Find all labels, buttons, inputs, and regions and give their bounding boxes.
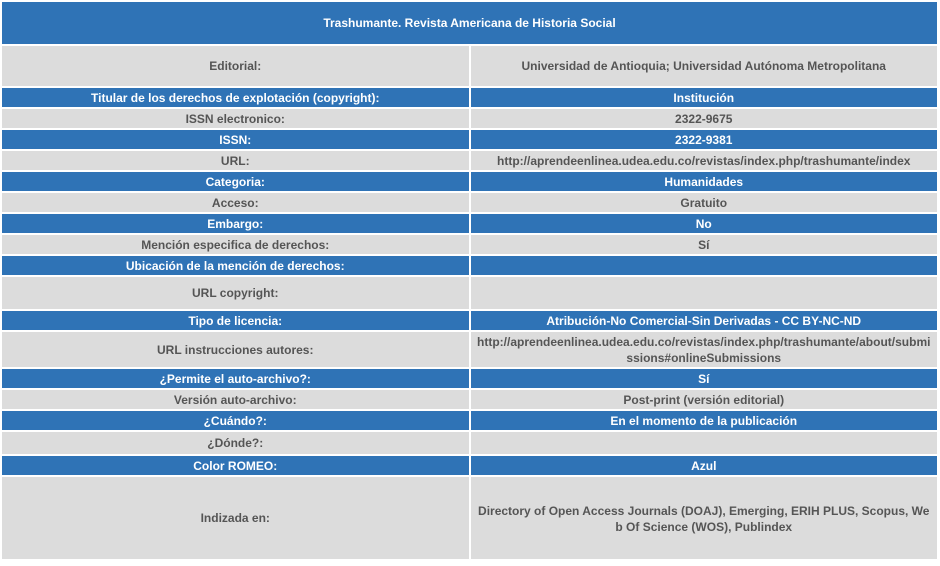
row-label: Color ROMEO:: [2, 456, 469, 475]
table-row: Categoria: Humanidades: [2, 172, 937, 191]
row-label: ¿Permite el auto-archivo?:: [2, 369, 469, 388]
row-label: Editorial:: [2, 46, 469, 86]
table-row: Versión auto-archivo: Post-print (versió…: [2, 390, 937, 409]
row-label: Categoria:: [2, 172, 469, 191]
row-label: Embargo:: [2, 214, 469, 233]
row-value: Universidad de Antioquia; Universidad Au…: [470, 46, 937, 86]
table-row: Acceso: Gratuito: [2, 193, 937, 212]
row-label: URL instrucciones autores:: [2, 332, 469, 367]
table-row: Editorial: Universidad de Antioquia; Uni…: [2, 46, 937, 86]
table-row: Indizada en: Directory of Open Access Jo…: [2, 477, 937, 559]
row-label: ¿Cuándo?:: [2, 411, 469, 430]
row-value: Sí: [470, 369, 937, 388]
table-row: URL: http://aprendeenlinea.udea.edu.co/r…: [2, 151, 937, 170]
table-row: Ubicación de la mención de derechos:: [2, 256, 937, 275]
row-label: Indizada en:: [2, 477, 469, 559]
table-row: ¿Cuándo?: En el momento de la publicació…: [2, 411, 937, 430]
table-row: ISSN: 2322-9381: [2, 130, 937, 149]
row-value: [470, 256, 937, 275]
table-row: Titular de los derechos de explotación (…: [2, 88, 937, 107]
row-value: Azul: [470, 456, 937, 475]
row-label: Mención especifica de derechos:: [2, 235, 469, 254]
row-label: Titular de los derechos de explotación (…: [2, 88, 469, 107]
row-value: http://aprendeenlinea.udea.edu.co/revist…: [470, 332, 937, 367]
row-value: No: [470, 214, 937, 233]
row-value: [470, 432, 937, 454]
row-value: Humanidades: [470, 172, 937, 191]
row-value: http://aprendeenlinea.udea.edu.co/revist…: [470, 151, 937, 170]
table-row: ¿Dónde?:: [2, 432, 937, 454]
row-value: Sí: [470, 235, 937, 254]
table-row: Tipo de licencia: Atribución-No Comercia…: [2, 311, 937, 330]
table-row: Mención especifica de derechos: Sí: [2, 235, 937, 254]
row-value: Gratuito: [470, 193, 937, 212]
table-row: Color ROMEO: Azul: [2, 456, 937, 475]
row-label: URL:: [2, 151, 469, 170]
table-row: ¿Permite el auto-archivo?: Sí: [2, 369, 937, 388]
row-value: En el momento de la publicación: [470, 411, 937, 430]
table-title: Trashumante. Revista Americana de Histor…: [2, 2, 937, 44]
row-value: Post-print (versión editorial): [470, 390, 937, 409]
row-value: [470, 277, 937, 309]
row-value: Institución: [470, 88, 937, 107]
row-label: ISSN:: [2, 130, 469, 149]
table-row: Embargo: No: [2, 214, 937, 233]
row-label: Ubicación de la mención de derechos:: [2, 256, 469, 275]
row-label: URL copyright:: [2, 277, 469, 309]
row-value: Directory of Open Access Journals (DOAJ)…: [470, 477, 937, 559]
row-label: ISSN electronico:: [2, 109, 469, 128]
row-value: 2322-9381: [470, 130, 937, 149]
row-label: Versión auto-archivo:: [2, 390, 469, 409]
table-row: URL copyright:: [2, 277, 937, 309]
row-label: ¿Dónde?:: [2, 432, 469, 454]
row-label: Acceso:: [2, 193, 469, 212]
row-label: Tipo de licencia:: [2, 311, 469, 330]
row-value: 2322-9675: [470, 109, 937, 128]
table-row: ISSN electronico: 2322-9675: [2, 109, 937, 128]
table-row: URL instrucciones autores: http://aprend…: [2, 332, 937, 367]
row-value: Atribución-No Comercial-Sin Derivadas - …: [470, 311, 937, 330]
